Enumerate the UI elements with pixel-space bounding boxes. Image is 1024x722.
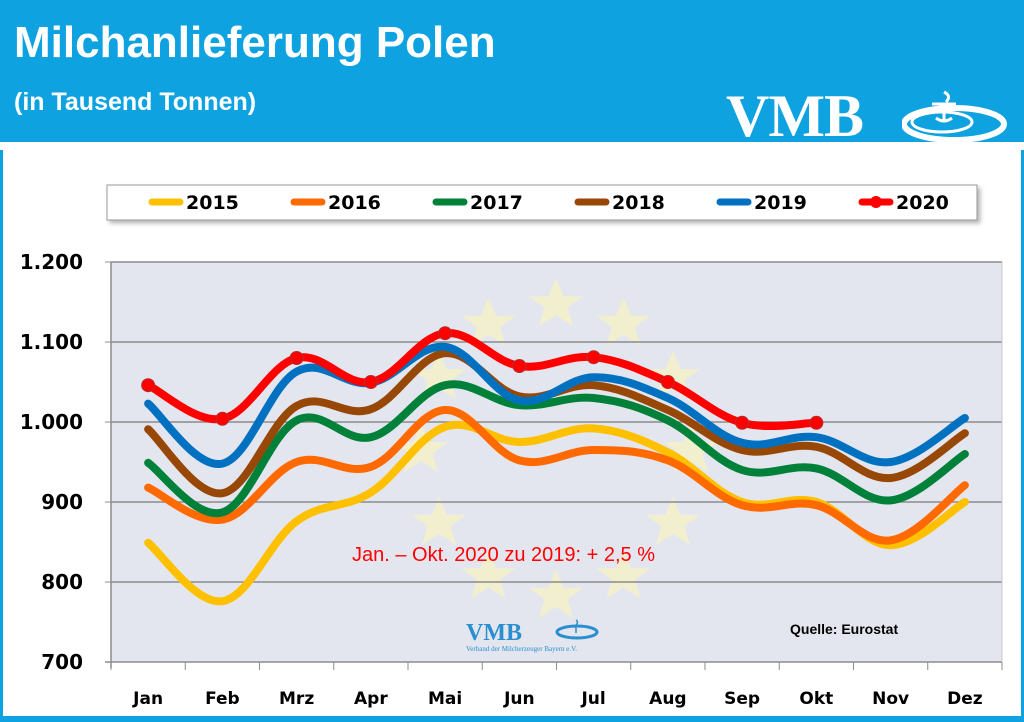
data-point-2020 <box>289 351 304 365</box>
data-point-2020 <box>809 415 824 430</box>
legend-label: 2017 <box>470 192 523 214</box>
x-tick-label: Mrz <box>279 689 314 709</box>
data-point-2020 <box>512 359 527 373</box>
milk-drop-logo-icon <box>902 90 1007 143</box>
x-tick-label: Feb <box>205 689 240 709</box>
source-label: Quelle: Eurostat <box>790 621 898 637</box>
series-line-2019 <box>144 342 969 468</box>
annotation-text: Jan. – Okt. 2020 zu 2019: + 2,5 % <box>352 544 655 566</box>
legend-item-2016: 2016 <box>290 192 381 214</box>
legend-item-2018: 2018 <box>574 192 665 214</box>
x-tick-labels: Jan Feb Mrz Apr Mai Jun Jul Aug Sep Okt Nov Dez <box>132 689 983 709</box>
y-tick-label: 1.000 <box>20 410 83 434</box>
x-tick-label: Nov <box>872 689 909 709</box>
small-logo-text: VMB <box>466 620 522 646</box>
legend-label: 2020 <box>896 192 949 214</box>
legend-marker <box>870 196 882 208</box>
legend-label: 2016 <box>328 192 381 214</box>
legend-item-2017: 2017 <box>432 192 523 214</box>
data-point-2020 <box>215 411 230 426</box>
header-divider <box>0 142 1024 148</box>
legend-item-2020: 2020 <box>858 192 949 214</box>
data-point-2020 <box>586 350 601 365</box>
x-tick-label: Apr <box>354 689 388 709</box>
vmb-logo: VMB <box>722 82 1022 152</box>
data-point-2020 <box>438 326 453 341</box>
series-2020 <box>141 326 824 431</box>
y-tick-label: 1.200 <box>20 250 83 274</box>
y-tick-label: 900 <box>41 490 83 514</box>
series-line-2020 <box>144 329 821 431</box>
series-2017 <box>144 380 969 518</box>
small-vmb-logo: VMB Verband der Milcherzeuger Bayern e.V… <box>466 619 599 653</box>
legend: 2015 2016 2017 2018 2019 2020 <box>106 184 978 221</box>
data-point-2020 <box>735 415 750 430</box>
x-tick-label: Jan <box>132 689 163 709</box>
legend-label: 2019 <box>754 192 807 214</box>
axes <box>105 262 1003 670</box>
page-title: Milchanlieferung Polen <box>14 18 496 67</box>
legend-label: 2015 <box>186 192 239 214</box>
legend-item-2019: 2019 <box>716 192 807 214</box>
x-tick-label: Dez <box>947 689 983 709</box>
series-line-2017 <box>144 380 969 518</box>
y-tick-label: 700 <box>41 650 83 674</box>
small-logo-subtitle: Verband der Milcherzeuger Bayern e.V. <box>466 645 577 653</box>
y-tick-label: 1.100 <box>20 330 83 354</box>
y-tick-labels: 700 800 900 1.000 1.100 1.200 <box>20 250 83 674</box>
series-2019 <box>144 342 969 468</box>
series-2016 <box>144 406 969 545</box>
x-tick-label: Aug <box>649 689 686 709</box>
header-banner: Milchanlieferung Polen (in Tausend Tonne… <box>0 0 1024 146</box>
data-point-2020 <box>660 375 675 389</box>
data-point-2020 <box>141 378 156 393</box>
vmb-logo-text: VMB <box>726 83 864 149</box>
legend-item-2015: 2015 <box>148 192 239 214</box>
data-point-2020 <box>363 375 378 389</box>
legend-box <box>106 184 978 221</box>
page-subtitle: (in Tausend Tonnen) <box>14 88 257 116</box>
x-tick-label: Mai <box>428 689 462 709</box>
series-line-2016 <box>144 406 969 545</box>
x-tick-label: Okt <box>799 689 833 709</box>
x-tick-label: Jul <box>580 689 605 709</box>
small-milk-drop-logo-icon <box>555 619 599 640</box>
x-tick-label: Jun <box>503 689 535 709</box>
legend-label: 2018 <box>612 192 665 214</box>
y-tick-label: 800 <box>41 570 83 594</box>
x-tick-label: Sep <box>724 689 760 709</box>
series-lines <box>141 326 969 606</box>
